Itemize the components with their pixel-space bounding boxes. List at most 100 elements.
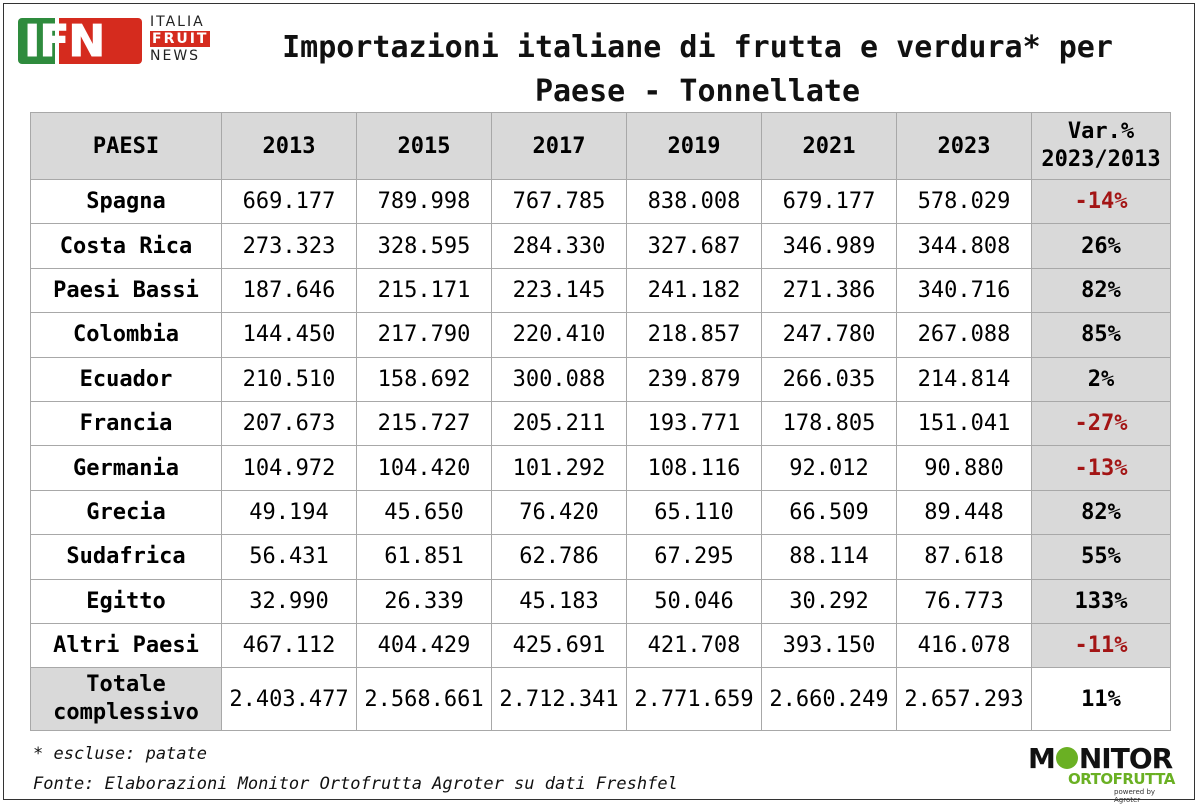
imports-table: PAESI 2013 2015 2017 2019 2021 2023 Var.% 2023/2… (30, 112, 1171, 732)
value-cell: 87.618 (896, 534, 1032, 580)
value-cell: 66.509 (761, 489, 897, 536)
value-cell: 67.295 (626, 534, 762, 580)
table-header-row: PAESI 2013 2015 2017 2019 2021 2023 Var.% 2023/2… (30, 112, 1171, 180)
value-cell: 30.292 (761, 578, 897, 624)
total-value-cell: 2.771.659 (626, 667, 762, 732)
column-header-variation: Var.% 2023/2013 (1031, 112, 1171, 180)
column-header-year: 2019 (626, 112, 762, 180)
value-cell: 214.814 (896, 356, 1032, 402)
total-label-cell: Totale complessivo (30, 667, 222, 732)
value-cell: 284.330 (491, 223, 627, 269)
value-cell: 92.012 (761, 445, 897, 491)
value-cell: 679.177 (761, 178, 897, 225)
table-row: Grecia 49.194 45.650 76.420 65.110 66.509 89.4… (30, 489, 1171, 536)
value-cell: 215.727 (356, 400, 492, 447)
value-cell: 217.790 (356, 312, 492, 358)
value-cell: 300.088 (491, 356, 627, 402)
value-cell: 467.112 (221, 622, 357, 669)
ifn-logo-line2: FRUIT (150, 31, 211, 47)
title-line-2: Paese - Tonnellate (534, 74, 861, 109)
value-cell: 61.851 (356, 534, 492, 580)
value-cell: 220.410 (491, 312, 627, 358)
value-cell: 45.183 (491, 578, 627, 624)
monitor-logo-subword: ORTOFRUTTA (1068, 770, 1175, 788)
value-cell: 26.339 (356, 578, 492, 624)
value-cell: 416.078 (896, 622, 1032, 669)
country-cell: Grecia (30, 489, 222, 536)
ifn-logo-badge: IFN (18, 16, 142, 68)
value-cell: 789.998 (356, 178, 492, 225)
value-cell: 241.182 (626, 267, 762, 314)
value-cell: 207.673 (221, 400, 357, 447)
country-cell: Ecuador (30, 356, 222, 402)
value-cell: 144.450 (221, 312, 357, 358)
variation-cell: -13% (1031, 445, 1171, 491)
value-cell: 328.595 (356, 223, 492, 269)
country-cell: Paesi Bassi (30, 267, 222, 314)
value-cell: 344.808 (896, 223, 1032, 269)
table-row: Paesi Bassi 187.646 215.171 223.145 241.182 2… (30, 267, 1171, 314)
value-cell: 76.773 (896, 578, 1032, 624)
table-row: Colombia 144.450 217.790 220.410 218.857 247.… (30, 312, 1171, 358)
value-cell: 425.691 (491, 622, 627, 669)
value-cell: 247.780 (761, 312, 897, 358)
column-header-year: 2013 (221, 112, 357, 180)
value-cell: 193.771 (626, 400, 762, 447)
total-value-cell: 2.657.293 (896, 667, 1032, 732)
variation-cell: 55% (1031, 534, 1171, 580)
monitor-ortofrutta-logo: M NITOR ORTOFRUTTA powered by Agroter (1028, 742, 1178, 804)
column-header-year: 2021 (761, 112, 897, 180)
value-cell: 767.785 (491, 178, 627, 225)
table-row: Egitto 32.990 26.339 45.183 50.046 30.292 76.7… (30, 578, 1171, 624)
value-cell: 578.029 (896, 178, 1032, 225)
country-cell: Colombia (30, 312, 222, 358)
page-title: Importazioni italiane di frutta e verdur… (225, 26, 1170, 114)
value-cell: 327.687 (626, 223, 762, 269)
table-row: Spagna 669.177 789.998 767.785 838.008 679.17… (30, 178, 1171, 225)
value-cell: 271.386 (761, 267, 897, 314)
country-cell: Sudafrica (30, 534, 222, 580)
value-cell: 90.880 (896, 445, 1032, 491)
table-row: Francia 207.673 215.727 205.211 193.771 178.8… (30, 400, 1171, 447)
value-cell: 151.041 (896, 400, 1032, 447)
value-cell: 88.114 (761, 534, 897, 580)
ifn-logo-line1: ITALIA (150, 14, 205, 30)
value-cell: 108.116 (626, 445, 762, 491)
total-variation-cell: 11% (1031, 667, 1171, 732)
column-header-year: 2023 (896, 112, 1032, 180)
value-cell: 65.110 (626, 489, 762, 536)
value-cell: 223.145 (491, 267, 627, 314)
value-cell: 62.786 (491, 534, 627, 580)
country-cell: Egitto (30, 578, 222, 624)
page-frame (3, 3, 1195, 800)
value-cell: 101.292 (491, 445, 627, 491)
table-row: Altri Paesi 467.112 404.429 425.691 421.708 3… (30, 622, 1171, 669)
monitor-logo-word: M NITOR (1028, 742, 1173, 775)
value-cell: 76.420 (491, 489, 627, 536)
variation-cell: 2% (1031, 356, 1171, 402)
column-header-country: PAESI (30, 112, 222, 180)
variation-header-line-1: Var.% (1067, 119, 1135, 144)
country-cell: Germania (30, 445, 222, 491)
value-cell: 178.805 (761, 400, 897, 447)
value-cell: 50.046 (626, 578, 762, 624)
country-cell: Spagna (30, 178, 222, 225)
title-line-1: Importazioni italiane di frutta e verdur… (282, 30, 1113, 65)
variation-header-line-2: 2023/2013 (1041, 147, 1161, 172)
value-cell: 838.008 (626, 178, 762, 225)
column-header-year: 2015 (356, 112, 492, 180)
variation-cell: 133% (1031, 578, 1171, 624)
value-cell: 340.716 (896, 267, 1032, 314)
variation-cell: -14% (1031, 178, 1171, 225)
value-cell: 393.150 (761, 622, 897, 669)
value-cell: 49.194 (221, 489, 357, 536)
variation-cell: -11% (1031, 622, 1171, 669)
value-cell: 32.990 (221, 578, 357, 624)
value-cell: 218.857 (626, 312, 762, 358)
total-label-line-1: Totale (86, 672, 166, 698)
table-row: Ecuador 210.510 158.692 300.088 239.879 266.0… (30, 356, 1171, 402)
country-cell: Francia (30, 400, 222, 447)
ifn-logo-wordmark: ITALIA FRUIT NEWS (150, 14, 211, 65)
value-cell: 404.429 (356, 622, 492, 669)
variation-cell: -27% (1031, 400, 1171, 447)
